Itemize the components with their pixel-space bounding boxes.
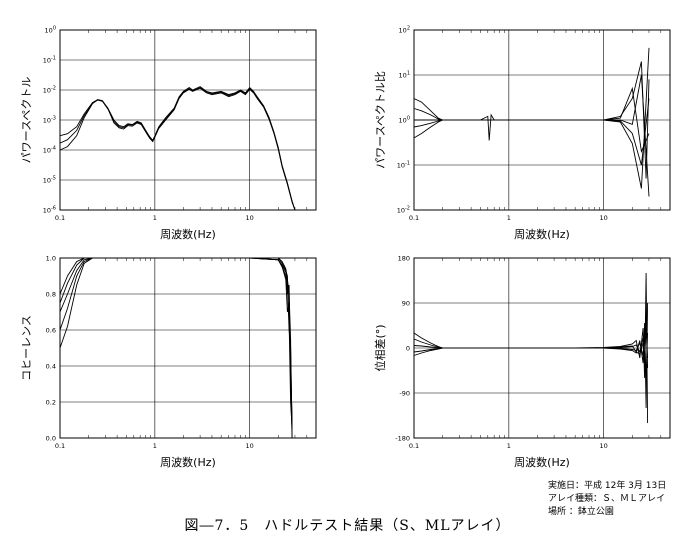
phase-difference-chart: 0.1 1 10 180 90 0 -90 -180 周波数(Hz) 位相差(°) — [373, 255, 671, 469]
series-line-5 — [413, 327, 649, 359]
series-line-2 — [59, 257, 293, 430]
x-tick-label: 1 — [507, 442, 511, 450]
test-location: 場所 ：鉢立公園 — [548, 507, 614, 517]
y-tick-label: 0.0 — [46, 435, 56, 443]
series-line-2 — [59, 87, 296, 211]
y-tick-label: 102 — [399, 26, 410, 35]
x-tick-label: 1 — [153, 214, 157, 222]
series-line-5 — [413, 98, 650, 166]
y-tick-label: 10-4 — [43, 146, 56, 155]
y-tick-label: 0.8 — [46, 291, 56, 299]
y-tick-label: 10-5 — [43, 176, 56, 185]
y-tick-label: -90 — [399, 390, 410, 398]
series-line-3 — [59, 87, 296, 211]
series-line-1 — [413, 61, 650, 179]
series-line-2 — [413, 302, 649, 409]
x-tick-label: 10 — [246, 214, 254, 222]
y-tick-label: 100 — [399, 116, 410, 125]
y-axis-label: パワースペクトル比 — [374, 71, 387, 169]
y-tick-label: 10-2 — [43, 86, 56, 95]
array-type: アレイ種類：Ｓ、ＭＬアレイ — [548, 494, 666, 504]
x-tick-label: 1 — [153, 442, 157, 450]
y-tick-label: 0 — [406, 345, 410, 353]
x-axis-label: 周波数(Hz) — [514, 228, 570, 241]
x-axis-label: 周波数(Hz) — [160, 228, 216, 241]
y-axis-label: コヒーレンス — [20, 315, 33, 381]
x-axis-label: 周波数(Hz) — [160, 456, 216, 469]
y-axis-label: パワースペクトル — [20, 77, 33, 164]
x-tick-label: 1 — [507, 214, 511, 222]
y-tick-label: 10-3 — [43, 116, 56, 125]
y-axis-label: 位相差(°) — [373, 324, 387, 371]
series-line-1 — [59, 86, 296, 211]
x-tick-label: 10 — [246, 442, 254, 450]
series-line-5 — [59, 257, 293, 439]
x-tick-label: 0.1 — [409, 442, 419, 450]
y-tick-label: 1.0 — [46, 255, 56, 263]
figure-caption: 図―7．5 ハドルテスト結果（S、MLアレイ） — [184, 518, 511, 534]
series-line-4 — [59, 257, 293, 430]
y-tick-label: 0.4 — [46, 363, 56, 371]
x-tick-label: 0.1 — [55, 442, 65, 450]
power-spectrum-ratio-chart: 0.1 1 10 102 101 100 10-1 10-2 周波数(Hz) パワースペクトル比 — [374, 26, 671, 241]
plot-frame — [59, 257, 317, 439]
x-tick-label: 0.1 — [55, 214, 65, 222]
series-line-3 — [59, 257, 293, 421]
plot-frame — [59, 29, 317, 211]
series-line-3 — [413, 307, 649, 369]
y-tick-label: 10-2 — [397, 206, 410, 215]
coherence-chart: 0.1 1 10 1.0 0.8 0.6 0.4 0.2 0.0 周波数(Hz) コヒーレンス — [20, 255, 317, 469]
power-spectrum-chart: 0.1 1 10 100 10-1 10-2 10-3 10-4 10-5 10-6 周波数(Hz)… — [20, 26, 317, 241]
plot-frame — [413, 257, 671, 439]
x-tick-label: 10 — [600, 214, 608, 222]
y-tick-label: 90 — [402, 300, 410, 308]
x-axis-label: 周波数(Hz) — [514, 456, 570, 469]
series-line-1 — [59, 257, 293, 439]
test-date: 実施日：平成 12年 3月 13日 — [548, 481, 667, 491]
y-tick-label: 0.2 — [46, 399, 56, 407]
plot-frame — [413, 29, 671, 211]
y-tick-label: 100 — [45, 26, 56, 35]
y-tick-label: 0.6 — [46, 327, 56, 335]
y-tick-label: -180 — [395, 435, 410, 443]
series-line-4 — [413, 332, 649, 379]
y-tick-label: 180 — [398, 255, 410, 263]
x-tick-label: 0.1 — [409, 214, 419, 222]
x-tick-label: 10 — [600, 442, 608, 450]
test-notes: 実施日：平成 12年 3月 13日 アレイ種類：Ｓ、ＭＬアレイ 場所 ：鉢立公園 — [548, 480, 666, 519]
y-tick-label: 10-6 — [43, 206, 56, 215]
y-tick-label: 101 — [399, 71, 410, 80]
y-tick-label: 10-1 — [397, 161, 410, 170]
y-tick-label: 10-1 — [43, 56, 56, 65]
series-line-4 — [413, 74, 650, 197]
